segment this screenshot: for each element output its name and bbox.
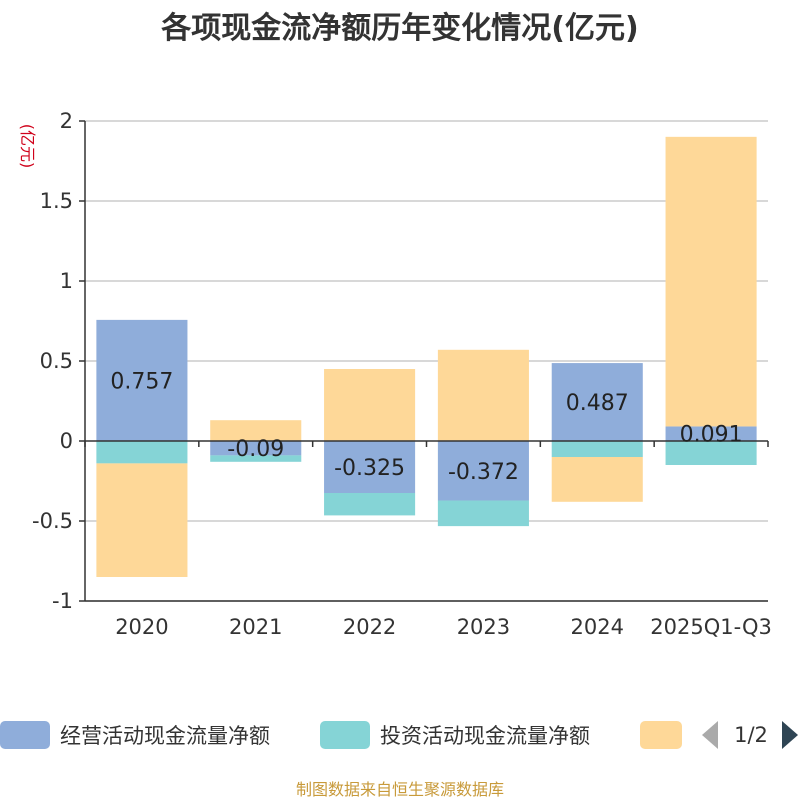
bar-segment	[324, 441, 416, 493]
axes	[84, 121, 769, 602]
legend-item[interactable]: 经营活动现金流量净额	[0, 721, 270, 749]
bar-segment	[665, 441, 757, 465]
bar-data-label: -0.325	[334, 456, 405, 481]
x-tick-label: 2020	[115, 615, 168, 639]
y-axis-ticks: 2 1.5 1 0.5 0 -0.5 -1	[32, 109, 85, 613]
bar-segment	[551, 457, 643, 502]
bar-segment	[210, 420, 302, 441]
legend-page-indicator: 1/2	[734, 723, 768, 747]
x-tick-label: 2025Q1-Q3	[650, 615, 772, 639]
y-tick-label: -0.5	[32, 509, 73, 533]
data-labels: 0.757 -0.09 -0.325 -0.372 0.487 0.091	[110, 369, 742, 484]
bar-data-label: -0.09	[227, 437, 284, 462]
bar-segment	[324, 493, 416, 516]
legend-swatch	[320, 721, 370, 749]
y-tick-label: 0	[60, 429, 73, 453]
legend-prev-arrow-icon[interactable]	[702, 721, 718, 749]
bar-segment	[210, 441, 302, 456]
legend-next-arrow-icon[interactable]	[782, 721, 798, 749]
bar-segment	[551, 441, 643, 457]
bar-segment	[551, 363, 643, 441]
bar-segment	[96, 319, 188, 441]
x-axis-ticks: 2020 2021 2022 2023 2024 2025Q1-Q3	[115, 615, 772, 639]
bar-segment	[437, 500, 529, 527]
y-tick-label: 0.5	[40, 349, 73, 373]
x-tick-label: 2023	[457, 615, 510, 639]
legend-swatch	[0, 721, 50, 749]
chart-title: 各项现金流净额历年变化情况(亿元)	[160, 11, 638, 46]
bar-segment	[96, 463, 188, 577]
bar-segment	[665, 136, 757, 427]
legend-label: 经营活动现金流量净额	[60, 724, 270, 748]
bar-segment	[210, 455, 302, 462]
bar-data-label: 0.757	[110, 369, 173, 394]
legend-label: 投资活动现金流量净额	[380, 724, 590, 748]
x-tick-label: 2022	[343, 615, 396, 639]
bar-data-label: -0.372	[448, 460, 519, 485]
y-tick-label: 1	[60, 269, 73, 293]
x-tick-label: 2024	[571, 615, 624, 639]
bars	[96, 136, 757, 577]
bar-data-label: 0.487	[566, 391, 629, 416]
legend-item[interactable]: 投资活动现金流量净额	[320, 721, 590, 749]
legend-item[interactable]	[640, 721, 682, 749]
source-note: 制图数据来自恒生聚源数据库	[296, 780, 504, 799]
bar-segment	[665, 426, 757, 441]
legend: 经营活动现金流量净额 投资活动现金流量净额	[0, 721, 682, 749]
bar-data-label: 0.091	[680, 423, 743, 448]
y-tick-label: 1.5	[40, 189, 73, 213]
legend-swatch	[640, 721, 682, 749]
bar-segment	[437, 441, 529, 501]
y-axis-unit: (亿元)	[18, 124, 37, 169]
legend-pager: 1/2	[702, 721, 798, 749]
bar-segment	[324, 369, 416, 441]
x-tick-label: 2021	[229, 615, 282, 639]
y-tick-label: -1	[52, 589, 73, 613]
bar-segment	[437, 349, 529, 441]
y-tick-label: 2	[60, 109, 73, 133]
bar-segment	[96, 441, 188, 464]
